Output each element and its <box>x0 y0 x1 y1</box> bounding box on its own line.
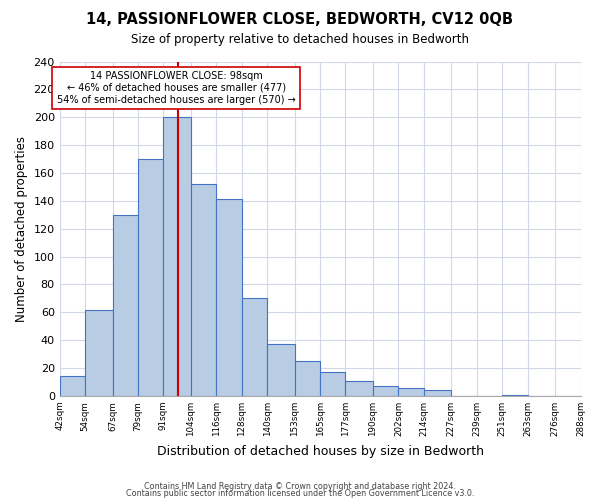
Y-axis label: Number of detached properties: Number of detached properties <box>15 136 28 322</box>
Bar <box>59 376 85 396</box>
Bar <box>191 184 217 396</box>
Text: Contains HM Land Registry data © Crown copyright and database right 2024.: Contains HM Land Registry data © Crown c… <box>144 482 456 491</box>
Bar <box>113 215 138 396</box>
Bar <box>398 388 424 396</box>
Text: 14, PASSIONFLOWER CLOSE, BEDWORTH, CV12 0QB: 14, PASSIONFLOWER CLOSE, BEDWORTH, CV12 … <box>86 12 514 28</box>
Text: Size of property relative to detached houses in Bedworth: Size of property relative to detached ho… <box>131 32 469 46</box>
Bar <box>267 344 295 396</box>
Text: Contains public sector information licensed under the Open Government Licence v3: Contains public sector information licen… <box>126 489 474 498</box>
Text: 14 PASSIONFLOWER CLOSE: 98sqm
← 46% of detached houses are smaller (477)
54% of : 14 PASSIONFLOWER CLOSE: 98sqm ← 46% of d… <box>57 72 295 104</box>
Bar <box>217 200 242 396</box>
Bar <box>85 310 113 396</box>
Bar <box>424 390 451 396</box>
Bar <box>373 386 398 396</box>
Bar <box>242 298 267 396</box>
Bar <box>320 372 346 396</box>
Bar <box>346 380 373 396</box>
Bar <box>138 159 163 396</box>
Bar <box>163 117 191 396</box>
Bar <box>295 361 320 396</box>
Bar <box>502 394 527 396</box>
X-axis label: Distribution of detached houses by size in Bedworth: Distribution of detached houses by size … <box>157 444 484 458</box>
